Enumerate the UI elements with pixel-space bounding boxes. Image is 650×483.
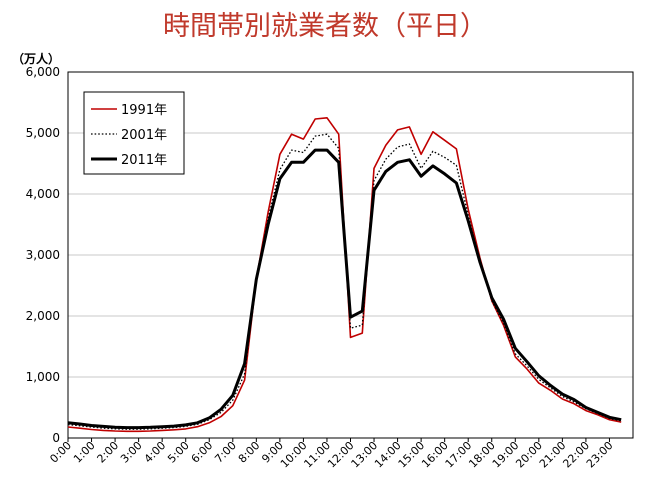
y-tick-label: 0	[52, 431, 60, 445]
y-tick-label: 1,000	[26, 370, 60, 384]
legend-label-1: 2001年	[121, 128, 167, 143]
x-tick-label: 8:00	[236, 439, 263, 466]
legend-label-0: 1991年	[121, 103, 167, 118]
series-lines	[67, 117, 622, 433]
x-tick-label: 23:00	[584, 439, 616, 471]
y-tick-label: 6,000	[26, 65, 60, 79]
x-tick-label: 4:00	[142, 439, 169, 466]
legend: 1991年 2001年 2011年	[83, 91, 185, 175]
y-axis-unit-label: （万人）	[12, 52, 61, 66]
x-tick-label: 7:00	[212, 439, 239, 466]
y-tick-label: 5,000	[26, 126, 60, 140]
series-line-2	[67, 148, 622, 430]
chart-title: 時間帯別就業者数（平日）	[163, 11, 487, 42]
x-tick-label: 5:00	[165, 439, 192, 466]
x-tick-label: 3:00	[118, 439, 145, 466]
y-tick-label: 3,000	[26, 248, 60, 262]
y-tick-label: 2,000	[26, 309, 60, 323]
series-line-1	[67, 133, 622, 430]
y-tick-label: 4,000	[26, 187, 60, 201]
x-tick-label: 6:00	[189, 439, 216, 466]
x-axis-ticks: 0:001:002:003:004:005:006:007:008:009:00…	[47, 438, 616, 471]
y-axis-ticks: 0 1,000 2,000 3,000 4,000 5,000 6,000	[26, 65, 60, 445]
x-tick-label: 1:00	[71, 439, 98, 466]
x-tick-label: 2:00	[95, 439, 122, 466]
legend-label-2: 2011年	[121, 153, 167, 168]
